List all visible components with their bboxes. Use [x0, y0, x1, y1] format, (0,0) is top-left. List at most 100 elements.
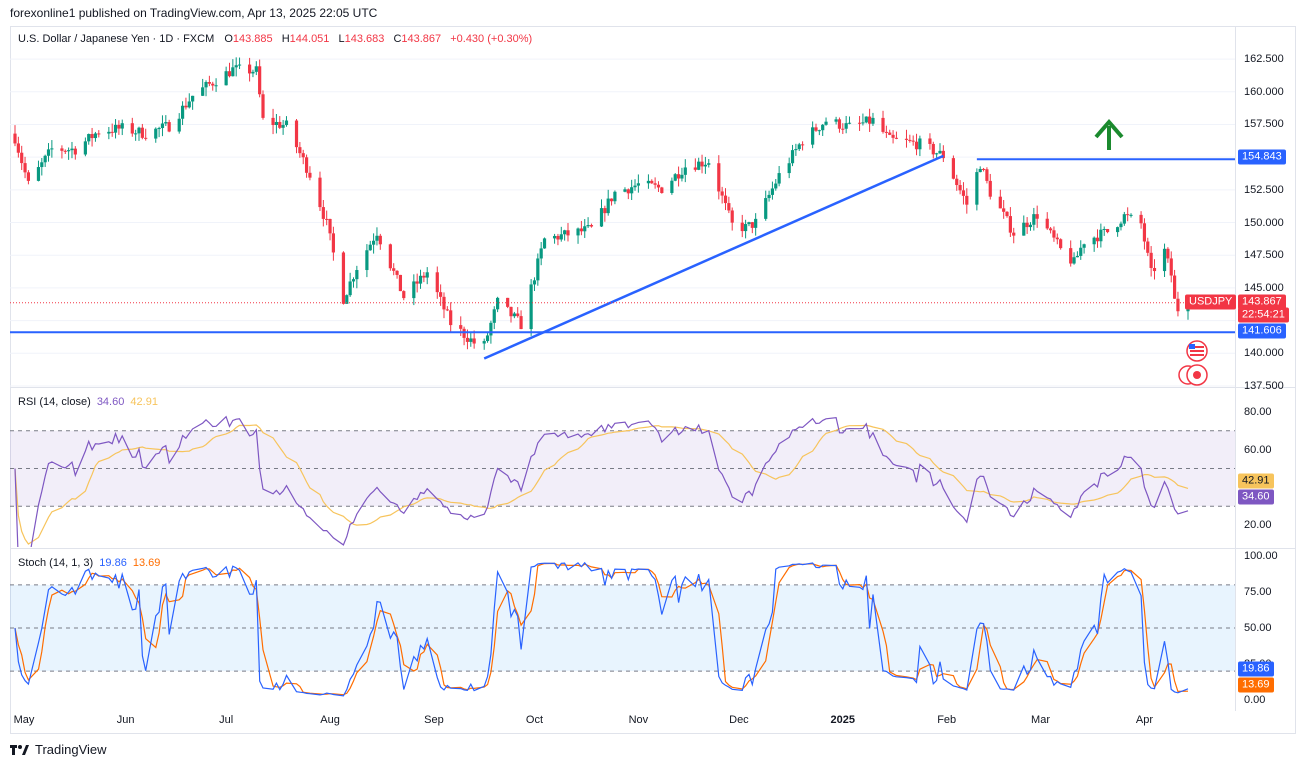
candle	[201, 78, 205, 97]
candle	[1142, 218, 1147, 250]
candle-body	[398, 274, 403, 292]
candle	[1176, 291, 1180, 317]
rsi-pane[interactable]	[10, 415, 1235, 563]
candle-body	[368, 244, 372, 251]
candle	[167, 119, 171, 133]
candle	[227, 62, 232, 78]
pane-separator-rsi[interactable]	[10, 387, 1296, 388]
candle	[764, 190, 768, 221]
candle-body	[1119, 223, 1123, 228]
candle	[606, 189, 610, 216]
candle	[1025, 217, 1029, 234]
tradingview-brand: TradingView	[35, 742, 107, 757]
candle-body	[248, 64, 252, 74]
candle	[1122, 211, 1126, 226]
candle	[1032, 207, 1036, 231]
candle	[1002, 200, 1006, 219]
candle	[914, 133, 919, 156]
candle-body	[512, 313, 516, 317]
candle-body	[234, 65, 238, 68]
candle-body	[532, 280, 537, 285]
candle	[90, 127, 94, 147]
candle	[871, 112, 875, 126]
candle-body	[130, 123, 134, 134]
candle	[633, 179, 637, 191]
candle-body	[767, 194, 771, 199]
candle	[485, 331, 490, 343]
candle	[348, 272, 352, 297]
candle-body	[935, 153, 939, 155]
stoch-tick-label: 50.00	[1244, 622, 1272, 634]
candle	[589, 223, 594, 228]
candle-body	[191, 95, 195, 102]
candle-body	[449, 310, 453, 326]
candle-body	[87, 134, 91, 142]
time-tick-label: Oct	[525, 714, 544, 726]
candle-body	[519, 316, 523, 330]
candle	[67, 147, 71, 160]
candle-body	[847, 122, 852, 124]
candle-body	[542, 238, 547, 249]
stoch-label: Stoch (14, 1, 3)	[18, 557, 94, 569]
candle-body	[764, 198, 768, 219]
candle-body	[258, 66, 262, 95]
candle-body	[676, 174, 681, 179]
candle	[231, 59, 235, 77]
price-tick-label: 137.500	[1244, 380, 1284, 392]
pane-separator-stoch[interactable]	[10, 548, 1296, 549]
candle-body	[482, 341, 486, 344]
candle	[1069, 240, 1073, 267]
candle	[847, 116, 852, 125]
candle	[881, 110, 885, 134]
candle-body	[167, 122, 171, 132]
candle-body	[985, 169, 989, 181]
candle	[837, 117, 842, 133]
price-tick-label: 145.000	[1244, 281, 1284, 294]
time-tick-label: Jun	[116, 714, 135, 726]
tradingview-footer[interactable]: TradingView	[10, 742, 107, 757]
open-value: 143.885	[232, 33, 273, 45]
candle	[177, 113, 181, 134]
candle-body	[177, 118, 181, 132]
candle	[1052, 226, 1056, 242]
candle-body	[961, 190, 966, 196]
candle-body	[951, 158, 955, 179]
candle-body	[1055, 237, 1059, 240]
candle	[496, 296, 500, 313]
candle	[552, 233, 557, 244]
candle	[1028, 222, 1033, 231]
candle	[113, 119, 118, 139]
candle-body	[388, 244, 392, 269]
candle-body	[93, 133, 98, 139]
candle-body	[864, 116, 868, 123]
candle-body	[599, 208, 604, 227]
candle	[93, 131, 98, 142]
candle-body	[261, 94, 265, 118]
candle-body	[717, 163, 721, 192]
candle-body	[110, 131, 114, 133]
candle	[1129, 213, 1133, 218]
candle	[23, 156, 27, 179]
candle	[707, 159, 711, 168]
price-tick-label: 140.000	[1244, 347, 1284, 360]
candle-body	[70, 148, 74, 151]
candle	[110, 123, 114, 137]
candle-body	[509, 306, 513, 317]
price-pane[interactable]	[10, 57, 1235, 387]
candle-body	[231, 67, 235, 77]
stoch-pane[interactable]	[10, 561, 1235, 697]
candle-body	[492, 309, 496, 323]
candle	[683, 159, 687, 183]
candle-body	[794, 149, 798, 151]
candle-body	[1079, 247, 1083, 256]
candle	[1126, 207, 1130, 222]
candle	[418, 269, 423, 289]
candle	[566, 223, 570, 242]
candle	[720, 186, 724, 204]
price-tick-label: 157.500	[1244, 118, 1284, 131]
candle-body	[730, 210, 734, 223]
candle	[941, 145, 945, 162]
candle	[284, 116, 289, 127]
candle	[422, 272, 426, 283]
